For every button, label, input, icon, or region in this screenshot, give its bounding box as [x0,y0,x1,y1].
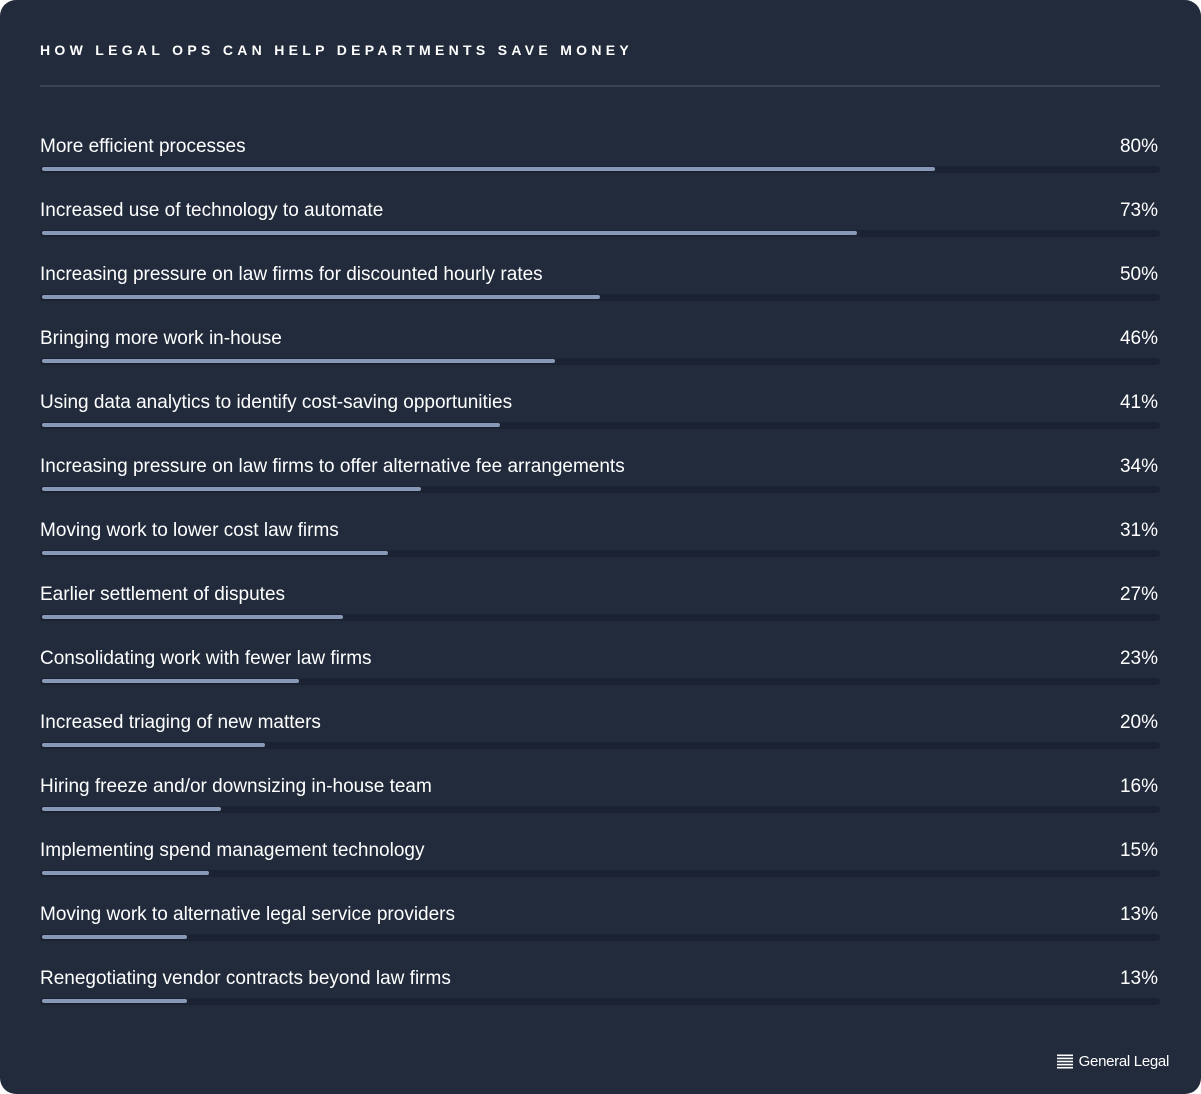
bar-label: More efficient processes [40,136,246,157]
bar-fill [42,359,555,363]
bar-track [40,678,1160,685]
bar-fill [42,551,388,555]
bar-fill [42,935,187,939]
bar-value-label: 20% [1119,712,1158,733]
bar-track [40,422,1160,429]
bar-label: Renegotiating vendor contracts beyond la… [40,968,451,989]
bar-label: Increased use of technology to automate [40,200,384,221]
bar-fill [42,423,500,427]
bar-label: Increasing pressure on law firms for dis… [40,264,543,285]
bar-row: Hiring freeze and/or downsizing in-house… [40,768,1160,832]
brand-name: General Legal [1078,1053,1170,1070]
bar-fill [42,871,209,875]
bar-value-label: 13% [1119,904,1158,925]
bar-row: Increased use of technology to automate 7… [40,192,1160,256]
bar-value-label: 16% [1119,776,1158,797]
bar-fill [42,487,421,491]
brand-logo: General Legal [1056,1053,1170,1070]
bar-track [40,934,1160,941]
bar-track [40,742,1160,749]
bar-label: Increasing pressure on law firms to offe… [40,456,625,477]
bar-fill [42,231,857,235]
bar-fill [42,615,343,619]
bar-label: Moving work to alternative legal service… [40,904,456,925]
bar-row: Using data analytics to identify cost-sa… [40,384,1160,448]
bar-track [40,230,1160,237]
bar-track [40,550,1160,557]
bar-label: Consolidating work with fewer law firms [40,648,372,669]
bar-value-label: 34% [1119,456,1158,477]
title-divider [40,85,1160,87]
bar-row: Renegotiating vendor contracts beyond la… [40,960,1160,1024]
bar-label: Earlier settlement of disputes [40,584,286,605]
bar-row: Increased triaging of new matters 20% [40,704,1160,768]
bar-label: Bringing more work in-house [40,328,282,349]
bar-fill [42,679,299,683]
bar-row: Moving work to alternative legal service… [40,896,1160,960]
bar-value-label: 13% [1119,968,1158,989]
bar-value-label: 73% [1119,200,1158,221]
bar-label: Increased triaging of new matters [40,712,321,733]
bar-track [40,294,1160,301]
bar-value-label: 80% [1119,136,1158,157]
bar-row: Implementing spend management technology… [40,832,1160,896]
bar-value-label: 27% [1119,584,1158,605]
bar-track [40,806,1160,813]
bar-row: Consolidating work with fewer law firms 2… [40,640,1160,704]
bar-fill [42,807,221,811]
bar-value-label: 31% [1119,520,1158,541]
bar-track [40,998,1160,1005]
bar-label: Hiring freeze and/or downsizing in-house… [40,776,432,797]
bar-row: Earlier settlement of disputes 27% [40,576,1160,640]
bar-label: Moving work to lower cost law firms [40,520,339,541]
bar-value-label: 50% [1119,264,1158,285]
bar-track [40,870,1160,877]
bar-value-label: 46% [1119,328,1158,349]
bar-row: More efficient processes 80% [40,128,1160,192]
general-legal-logo-icon [1056,1054,1073,1068]
bar-track [40,166,1160,173]
bar-fill [42,167,935,171]
bar-row: Increasing pressure on law firms for dis… [40,256,1160,320]
bar-value-label: 23% [1119,648,1158,669]
bar-value-label: 41% [1119,392,1158,413]
bar-label: Using data analytics to identify cost-sa… [40,392,513,413]
bar-row: Bringing more work in-house 46% [40,320,1160,384]
chart-title: HOW LEGAL OPS CAN HELP DEPARTMENTS SAVE … [40,42,634,58]
bar-track [40,486,1160,493]
bar-track [40,614,1160,621]
bar-label: Implementing spend management technology [40,840,425,861]
bar-track [40,358,1160,365]
bar-fill [42,295,600,299]
bar-row: Increasing pressure on law firms to offe… [40,448,1160,512]
bar-fill [42,999,187,1003]
bar-value-label: 15% [1119,840,1158,861]
bar-fill [42,743,265,747]
bar-row: Moving work to lower cost law firms 31% [40,512,1160,576]
